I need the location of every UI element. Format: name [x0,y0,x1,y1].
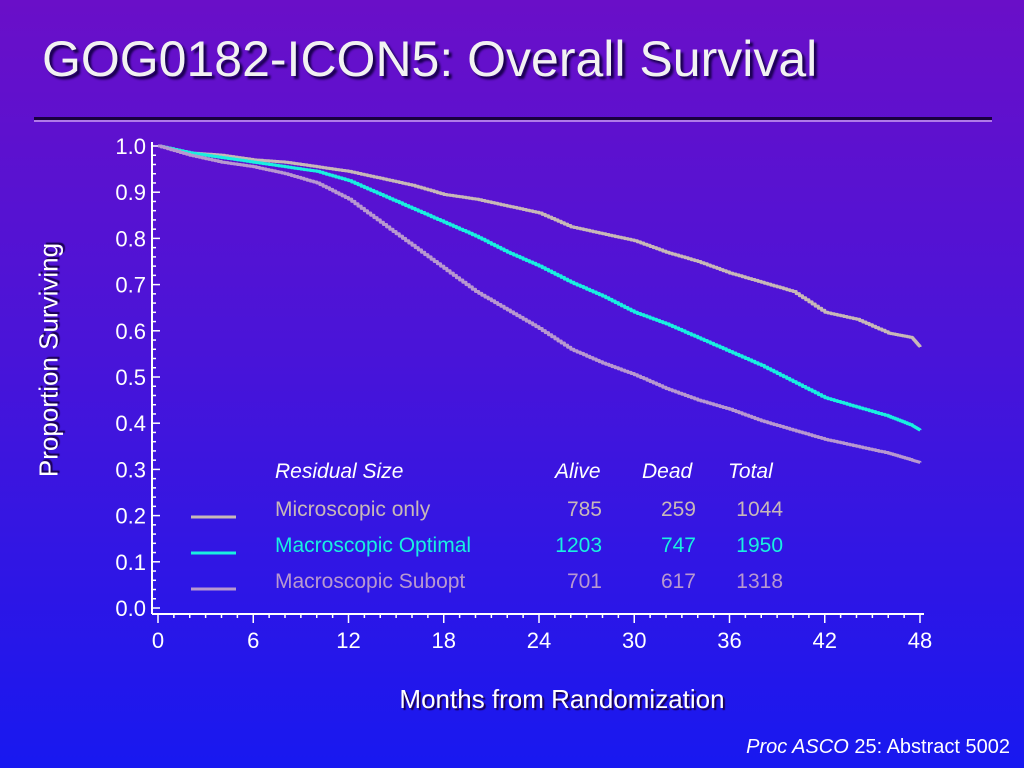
y-tick-label: 0.0 [115,596,146,621]
y-tick-label: 0.7 [115,273,146,298]
y-tick-label: 0.5 [115,365,146,390]
x-tick-label: 12 [336,628,360,653]
legend-row-label: Macroscopic Subopt [275,570,465,593]
legend-row-alive: 1203 [555,534,602,557]
citation-journal: Proc ASCO [746,736,849,758]
x-tick-label: 48 [908,628,932,653]
series-macro-optimal-line [158,144,922,432]
citation-rest: 25: Abstract 5002 [848,736,1010,758]
y-tick-label: 0.2 [115,504,146,529]
legend-row-dead: 617 [661,570,696,593]
legend-row-total: 1950 [736,534,783,557]
legend-row-label: Macroscopic Optimal [275,534,471,557]
series-macro-subopt-line [158,144,922,464]
legend-header: Residual Size [275,460,403,483]
x-tick-label: 6 [247,628,259,653]
y-tick-label: 0.1 [115,550,146,575]
y-tick-label: 0.8 [115,226,146,251]
x-tick-label: 0 [152,628,164,653]
legend-row-label: Microscopic only [275,498,431,521]
x-tick-label: 24 [527,628,551,653]
legend-row-alive: 701 [567,570,602,593]
chart-axes: 0.0 0.1 0.2 0.3 0.4 0.5 0.6 0.7 0.8 0.9 1.0 0 6 12 18 2… [115,134,932,653]
series-microscopic-line [158,144,922,348]
y-tick-label: 1.0 [115,134,146,159]
title-divider [34,117,992,120]
legend-header: Total [728,460,774,483]
citation: Proc ASCO 25: Abstract 5002 [746,736,1010,759]
x-axis-label: Months from Randomization [399,684,725,714]
x-tick-label: 36 [717,628,741,653]
legend-row-total: 1044 [736,498,783,521]
y-tick-label: 0.4 [115,411,146,436]
x-tick-label: 30 [622,628,646,653]
y-tick-label: 0.9 [115,180,146,205]
legend-header: Dead [642,460,694,483]
x-tick-label: 42 [813,628,837,653]
y-tick-label: 0.6 [115,319,146,344]
legend-row-dead: 747 [661,534,696,557]
chart-legend: Residual Size Alive Dead Total Microscopic o… [191,460,783,593]
page-title: GOG0182-ICON5: Overall Survival [42,31,818,87]
legend-row-alive: 785 [567,498,602,521]
legend-header: Alive [553,460,601,483]
x-tick-label: 18 [432,628,456,653]
legend-row-dead: 259 [661,498,696,521]
chart-curves [158,144,922,464]
legend-row-total: 1318 [736,570,783,593]
y-tick-label: 0.3 [115,457,146,482]
